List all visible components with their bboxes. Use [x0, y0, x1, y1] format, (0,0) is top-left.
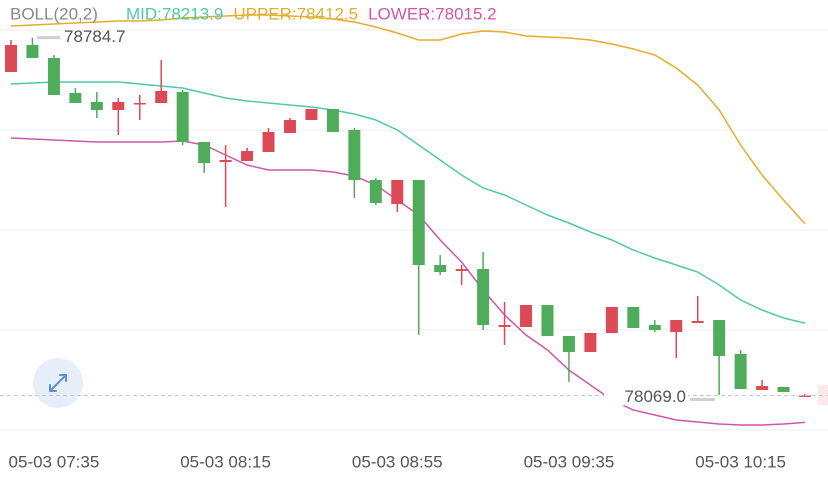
legend: MID:78213.9 UPPER:78412.5 LOWER:78015.2 [126, 4, 497, 23]
legend-entry: MID:78213.9 [126, 4, 223, 23]
last-price-bg [604, 385, 688, 406]
candle-body [219, 160, 232, 162]
x-tick-label: 05-03 08:15 [180, 452, 271, 471]
plot-area [5, 14, 811, 426]
candle-body [155, 91, 168, 103]
candle-body [648, 325, 661, 330]
candle-body [777, 387, 790, 392]
candle-body [326, 109, 339, 132]
legend-entry: LOWER:78015.2 [368, 4, 497, 23]
candle-body [670, 320, 683, 332]
high-marker-label: 78784.7 [64, 27, 125, 46]
candle-body [477, 269, 490, 325]
candle-body [584, 333, 597, 352]
x-tick-label: 05-03 09:35 [524, 452, 615, 471]
candle-body [498, 325, 511, 327]
candle-body [198, 142, 211, 163]
boll-line [10, 81, 806, 324]
candle-body [691, 321, 704, 323]
last-price-label: 78069.0 [625, 387, 686, 406]
candle-body [434, 265, 447, 272]
x-tick-label: 05-03 08:55 [352, 452, 443, 471]
indicator-title: BOLL(20,2) [10, 4, 98, 23]
candle-body [713, 320, 726, 356]
candle-body [26, 45, 39, 58]
candle-body [605, 307, 618, 333]
candle-body [283, 120, 296, 133]
legend-entry: UPPER:78412.5 [233, 4, 358, 23]
candle-body [90, 102, 103, 110]
candle-body [241, 151, 254, 161]
candle-body [562, 336, 575, 352]
candle-body [69, 93, 82, 103]
candle-body [112, 102, 125, 110]
candle-body [799, 395, 811, 397]
boll-line [10, 14, 806, 225]
candle-body [391, 180, 404, 204]
candle-body [47, 58, 60, 95]
boll-line [10, 137, 806, 426]
candle-body [455, 269, 468, 271]
candle-body [369, 180, 382, 203]
candle-body [756, 386, 769, 390]
candle-body [520, 305, 533, 327]
candle-body [734, 354, 747, 389]
candle-body [412, 180, 425, 265]
x-tick-label: 05-03 10:15 [695, 452, 786, 471]
candle-body [305, 109, 318, 120]
candle-body [348, 130, 361, 180]
candle-body [541, 305, 554, 336]
x-tick-label: 05-03 07:35 [9, 452, 100, 471]
candle-body [262, 132, 275, 152]
candle-body [5, 45, 17, 72]
candle-body [133, 103, 146, 105]
candle-body [627, 307, 640, 328]
expand-button[interactable] [33, 358, 83, 408]
candle-body [176, 92, 189, 142]
